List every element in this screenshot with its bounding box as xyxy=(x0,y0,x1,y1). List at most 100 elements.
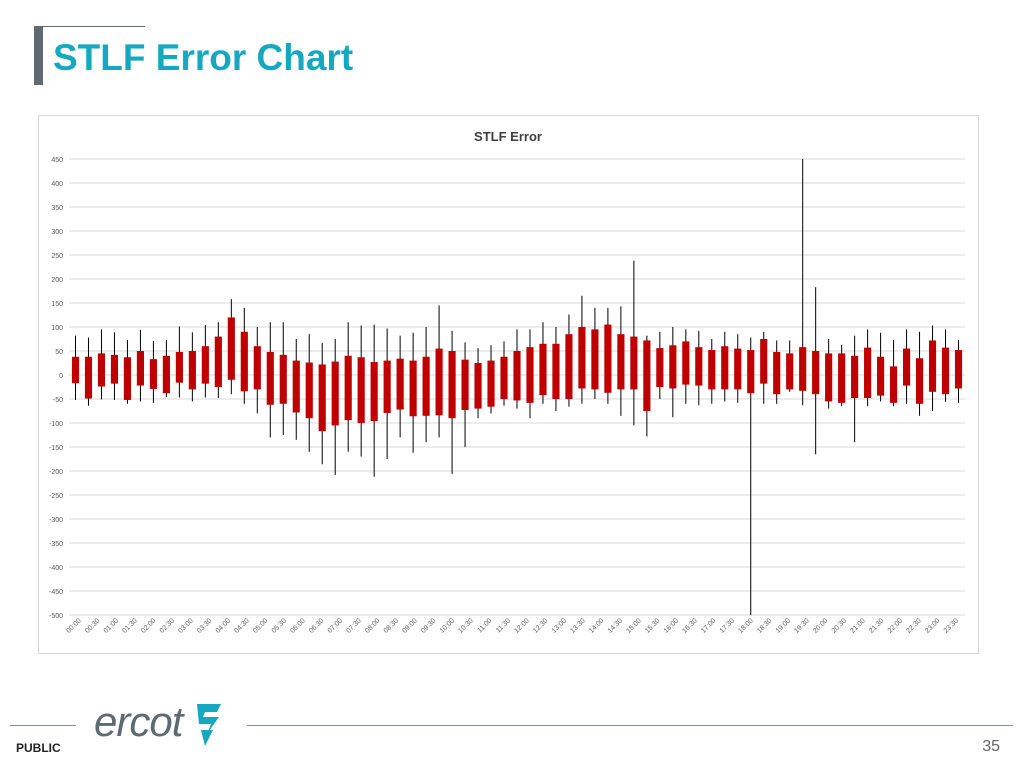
error-box xyxy=(643,335,651,437)
error-box xyxy=(422,327,430,443)
box-body xyxy=(941,347,950,395)
error-box xyxy=(71,335,80,400)
error-box xyxy=(630,260,638,426)
box-body xyxy=(825,353,833,402)
x-tick-label: 04:00 xyxy=(215,617,232,634)
error-box xyxy=(526,329,534,419)
y-tick-label: -350 xyxy=(49,541,63,548)
box-body xyxy=(760,339,768,384)
y-tick-label: -150 xyxy=(49,445,63,452)
box-body xyxy=(786,353,794,390)
box-body xyxy=(669,345,677,389)
x-tick-label: 16:30 xyxy=(681,617,698,634)
box-body xyxy=(630,336,638,390)
error-box xyxy=(838,344,846,407)
error-box xyxy=(851,335,859,443)
x-tick-label: 00:00 xyxy=(65,617,82,634)
chart-container: STLF Error 450 400 350 300 250 200 150 100 50 0 -5… xyxy=(38,115,979,654)
box-body xyxy=(396,358,404,410)
error-box xyxy=(578,295,586,404)
error-box xyxy=(864,329,872,407)
x-tick-label: 14:00 xyxy=(588,617,605,634)
box-body xyxy=(747,350,755,394)
error-box xyxy=(812,287,820,455)
box-body xyxy=(954,350,963,389)
error-box xyxy=(539,322,547,404)
box-body xyxy=(526,347,534,403)
error-box xyxy=(331,339,339,475)
box-body xyxy=(708,350,716,390)
box-body xyxy=(383,360,391,413)
x-tick-label: 09:30 xyxy=(420,617,437,634)
x-tick-label: 14:30 xyxy=(607,617,624,634)
chart-title: STLF Error xyxy=(474,129,542,144)
y-tick-label: 0 xyxy=(59,373,63,380)
slide-title: STLF Error Chart xyxy=(53,37,354,78)
box-body xyxy=(409,360,417,417)
y-tick-label: 100 xyxy=(51,325,63,332)
error-box xyxy=(136,329,144,402)
x-tick-label: 13:30 xyxy=(569,617,586,634)
box-body xyxy=(175,351,183,383)
box-body xyxy=(461,359,469,411)
title-accent-bar xyxy=(34,27,43,85)
x-tick-label: 22:00 xyxy=(887,617,904,634)
error-box xyxy=(669,327,677,418)
error-box xyxy=(786,340,794,392)
x-tick-label: 08:00 xyxy=(364,617,381,634)
error-box xyxy=(487,345,495,414)
box-body xyxy=(928,340,937,392)
x-tick-label: 10:30 xyxy=(457,617,474,634)
x-tick-label: 06:00 xyxy=(289,617,306,634)
box-body xyxy=(513,351,521,401)
box-body xyxy=(851,355,859,399)
x-tick-label: 20:30 xyxy=(831,617,848,634)
x-tick-label: 03:30 xyxy=(196,617,213,634)
x-tick-label: 12:00 xyxy=(513,617,530,634)
box-body xyxy=(84,356,93,399)
box-body xyxy=(474,363,482,409)
logo-text: ercot xyxy=(94,698,183,745)
box-body xyxy=(617,334,625,390)
error-box xyxy=(902,329,911,404)
x-tick-label: 01:00 xyxy=(103,617,120,634)
y-tick-label: 200 xyxy=(51,277,63,284)
error-box xyxy=(435,305,443,438)
y-tick-label: 250 xyxy=(51,253,63,260)
error-box xyxy=(890,339,898,407)
box-body xyxy=(136,351,144,386)
error-box xyxy=(513,329,521,409)
x-tick-label: 05:00 xyxy=(252,617,269,634)
x-tick-label: 05:30 xyxy=(271,617,288,634)
error-box xyxy=(773,340,781,404)
y-tick-label: 400 xyxy=(51,181,63,188)
x-tick-label: 02:30 xyxy=(159,617,176,634)
error-box xyxy=(266,322,274,438)
x-tick-label: 08:30 xyxy=(383,617,400,634)
y-tick-label: -300 xyxy=(49,517,63,524)
error-box xyxy=(474,348,482,419)
error-box xyxy=(656,331,664,399)
error-box xyxy=(344,322,352,452)
y-tick-label: -250 xyxy=(49,493,63,500)
box-body xyxy=(565,334,573,399)
error-box xyxy=(825,339,833,409)
error-box xyxy=(175,326,183,398)
x-tick-label: 02:00 xyxy=(140,617,157,634)
box-body xyxy=(71,356,80,384)
box-body xyxy=(890,366,898,403)
error-box xyxy=(941,329,950,402)
box-body xyxy=(97,353,106,387)
error-box xyxy=(461,342,469,447)
box-body xyxy=(539,343,547,396)
box-body xyxy=(422,356,430,416)
error-box xyxy=(214,322,222,399)
error-boxes xyxy=(71,159,963,615)
error-box xyxy=(721,331,729,402)
error-box xyxy=(708,339,716,404)
footer-rule-left xyxy=(10,725,76,726)
box-body xyxy=(734,348,742,390)
y-tick-label: 150 xyxy=(51,301,63,308)
box-body xyxy=(110,354,119,384)
x-tick-label: 07:30 xyxy=(345,617,362,634)
